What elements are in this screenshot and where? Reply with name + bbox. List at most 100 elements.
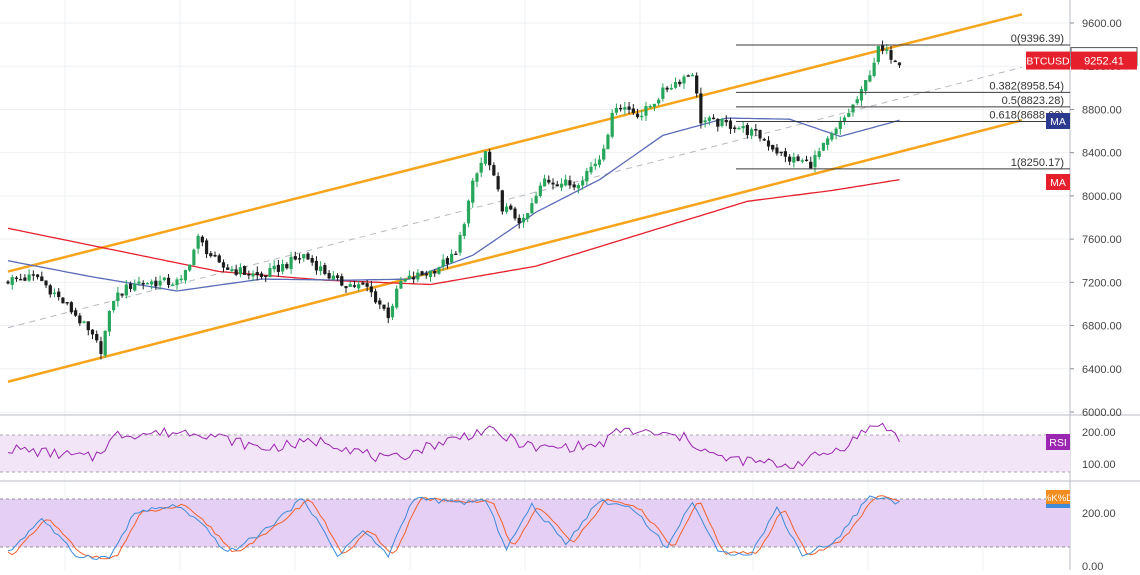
candle-body — [551, 182, 555, 185]
candle-body — [107, 311, 111, 332]
candle-body — [217, 255, 221, 263]
candle-body — [661, 87, 665, 99]
candle-body — [297, 258, 302, 260]
candle-body — [720, 118, 724, 127]
candle-body — [399, 280, 403, 289]
ma-fast-line — [7, 117, 900, 292]
ma-slow-badge-label: MA — [1050, 177, 1066, 189]
candle-body — [593, 163, 597, 167]
candle-body — [538, 185, 542, 196]
candle-body — [204, 240, 209, 255]
candle-body — [403, 279, 407, 282]
candle-body — [766, 140, 771, 147]
rsi-axis-tick: 100.00 — [1082, 459, 1116, 471]
candle-body — [504, 206, 509, 212]
candle-body — [788, 156, 792, 162]
candle-body — [610, 112, 614, 137]
price-axis-tick: 6800.00 — [1082, 321, 1122, 333]
candle-body — [589, 166, 593, 173]
candle-body — [885, 49, 889, 51]
candle-body — [31, 274, 35, 276]
candle-body — [517, 217, 521, 224]
candle-body — [433, 271, 437, 274]
candle-body — [471, 180, 475, 203]
candle-body — [40, 276, 44, 282]
candle-body — [179, 278, 183, 281]
candle-body — [733, 127, 737, 130]
candle-body — [513, 208, 517, 219]
candle-body — [834, 128, 838, 134]
price-axis-tick: 7600.00 — [1082, 234, 1122, 246]
candle-body — [175, 279, 179, 286]
candle-body — [268, 268, 272, 278]
candle-body — [737, 128, 741, 130]
candle-body — [335, 275, 340, 278]
price-axis-tick: 6400.00 — [1082, 364, 1122, 376]
candle-body — [496, 176, 500, 190]
candle-body — [635, 113, 640, 118]
candle-body — [242, 266, 247, 275]
fib-level-label: 0.382(8958.54) — [989, 80, 1064, 92]
candle-body — [200, 236, 204, 243]
candle-body — [521, 217, 526, 223]
candle-body — [373, 291, 378, 303]
candle-body — [745, 124, 749, 136]
candle-body — [754, 129, 758, 131]
candle-body — [838, 121, 842, 130]
rsi-badge — [1046, 434, 1070, 450]
candle-body — [851, 104, 855, 113]
candle-body — [606, 134, 610, 150]
candle-body — [416, 272, 420, 280]
candle-body — [95, 334, 99, 341]
candle-body — [876, 45, 880, 63]
candle-body — [90, 329, 95, 335]
candle-body — [665, 87, 669, 90]
price-axis-tick: 9600.00 — [1082, 18, 1122, 30]
candle-body — [23, 277, 27, 281]
candle-body — [458, 235, 462, 253]
candle-body — [534, 195, 538, 204]
candle-body — [555, 184, 559, 187]
candle-body — [10, 277, 14, 285]
candle-body — [483, 151, 488, 164]
candle-body — [703, 120, 707, 123]
candle-body — [547, 179, 551, 183]
candle-body — [112, 300, 116, 311]
candle-body — [52, 292, 57, 295]
candle-body — [14, 277, 19, 280]
candle-body — [627, 106, 631, 110]
candle-body — [133, 283, 137, 291]
candle-body — [35, 274, 40, 278]
stoch-k-line — [7, 495, 900, 561]
symbol-price-badge — [1071, 51, 1137, 70]
candle-body — [445, 257, 449, 264]
fib-level-label: 0.5(8823.28) — [1002, 95, 1064, 107]
candle-body — [352, 285, 357, 287]
candle-body — [154, 280, 158, 287]
candle-body — [597, 159, 602, 165]
candle-body — [559, 183, 564, 188]
candle-body — [669, 87, 673, 90]
candle-body — [707, 117, 711, 121]
stoch-axis-tick: 0.00 — [1082, 561, 1103, 570]
candle-body — [673, 82, 678, 88]
candle-body — [331, 275, 335, 280]
candle-body — [864, 80, 868, 91]
candle-body — [285, 263, 289, 269]
candle-body — [57, 291, 61, 298]
candle-body — [428, 270, 433, 278]
candle-body — [120, 293, 124, 296]
candle-body — [78, 315, 82, 324]
candle-body — [306, 253, 310, 260]
candle-body — [576, 185, 580, 189]
candle-body — [466, 200, 471, 224]
candle-body — [775, 147, 779, 154]
candle-body — [276, 264, 280, 272]
candle-body — [893, 60, 897, 63]
candle-body — [821, 142, 826, 151]
candle-body — [255, 272, 259, 276]
candle-body — [813, 155, 817, 168]
candle-body — [327, 273, 331, 279]
candle-body — [859, 89, 864, 101]
candle-body — [6, 281, 10, 284]
